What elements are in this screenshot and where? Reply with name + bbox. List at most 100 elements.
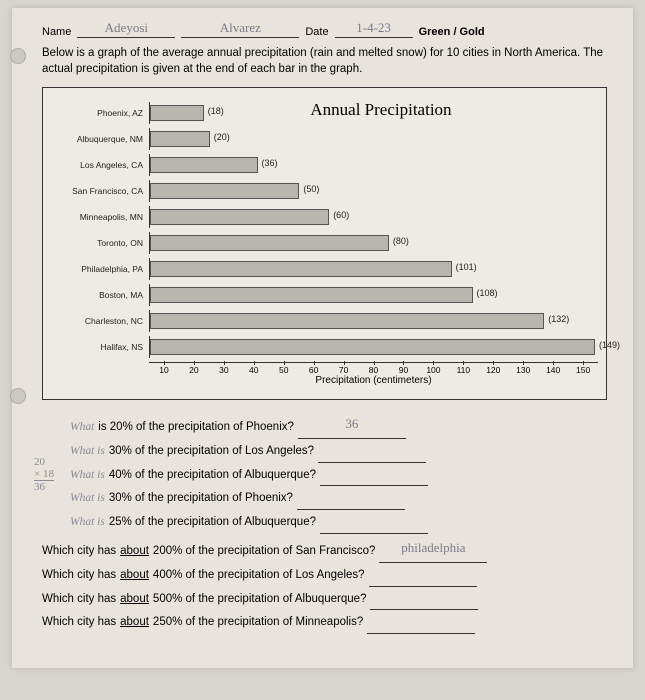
tick-row: 102030405060708090100110120130140150 (149, 363, 598, 373)
bar-row: San Francisco, CA (50) (51, 180, 598, 202)
bar-value-label: (18) (208, 106, 224, 116)
bar (150, 157, 258, 173)
question-text: 40% of the precipitation of Albuquerque? (109, 465, 316, 487)
bar (150, 131, 210, 147)
handwritten-prefix: What (70, 417, 94, 439)
question-text: 30% of the precipitation of Phoenix? (109, 488, 293, 510)
chart: Annual Precipitation Phoenix, AZ(18)Albu… (42, 87, 607, 400)
x-tick: 40 (239, 365, 269, 375)
x-tick: 70 (329, 365, 359, 375)
x-tick: 20 (179, 365, 209, 375)
bar-value-label: (36) (262, 158, 278, 168)
bar-value-label: (50) (303, 184, 319, 194)
questions: What is 20% of the precipitation of Phoe… (42, 412, 615, 634)
bar-city-label: Los Angeles, CA (51, 160, 149, 170)
answer-blank[interactable] (367, 632, 475, 634)
bar-track: (132) (149, 310, 598, 332)
handwritten-prefix: What is (70, 512, 105, 534)
bar-row: Boston, MA (108) (51, 284, 598, 306)
question-text: 30% of the precipitation of Los Angeles? (109, 441, 314, 463)
worksheet-page: Name Adeyosi Alvarez Date 1-4-23 Green /… (12, 8, 633, 668)
answer-blank[interactable] (318, 461, 426, 463)
bar-value-label: (60) (333, 210, 349, 220)
bar-row: Halifax, NS(149) (51, 336, 598, 358)
bar-row: Toronto, ON(80) (51, 232, 598, 254)
question-row: What is 40% of the precipitation of Albu… (70, 465, 615, 487)
question-row: Which city has about 500% of the precipi… (42, 589, 615, 611)
x-axis-label: Precipitation (centimeters) (149, 375, 598, 386)
bar (150, 261, 452, 277)
question-text: Which city has (42, 612, 116, 634)
question-text: 400% of the precipitation of Los Angeles… (153, 565, 365, 587)
side-work: 20 × 18 36 (34, 456, 54, 493)
punch-hole (10, 388, 26, 404)
x-tick: 120 (478, 365, 508, 375)
bar-track: (80) (149, 232, 598, 254)
question-row: Which city has about 250% of the precipi… (42, 612, 615, 634)
answer-blank[interactable]: philadelphia (379, 536, 487, 563)
bar-value-label: (20) (214, 132, 230, 142)
question-row: Which city has about 200% of the precipi… (42, 536, 615, 563)
bar (150, 235, 389, 251)
bar (150, 313, 544, 329)
answer-blank[interactable] (370, 608, 478, 610)
bar-value-label: (149) (599, 340, 620, 350)
underlined-word: about (120, 541, 149, 563)
answer-blank[interactable] (320, 532, 428, 534)
x-tick: 50 (269, 365, 299, 375)
punch-hole (10, 48, 26, 64)
header-row: Name Adeyosi Alvarez Date 1-4-23 Green /… (42, 20, 615, 38)
bar-city-label: Minneapolis, MN (51, 212, 149, 222)
bar-track: (18) (149, 102, 598, 124)
name-value-2: Alvarez (181, 20, 299, 38)
bar-city-label: Philadelphia, PA (51, 264, 149, 274)
question-row: What is 20% of the precipitation of Phoe… (70, 412, 615, 439)
x-tick: 110 (448, 365, 478, 375)
question-text: Which city has (42, 589, 116, 611)
bar-value-label: (101) (456, 262, 477, 272)
bar-row: Philadelphia, PA (101) (51, 258, 598, 280)
bar-city-label: Boston, MA (51, 290, 149, 300)
bar-city-label: Charleston, NC (51, 316, 149, 326)
question-row: What is 30% of the precipitation of Los … (70, 441, 615, 463)
bar-row: Albuquerque, NM (20) (51, 128, 598, 150)
question-text: Which city has (42, 565, 116, 587)
answer-blank[interactable] (297, 508, 405, 510)
bar-track: (50) (149, 180, 598, 202)
bar-row: Los Angeles, CA (36) (51, 154, 598, 176)
bar-city-label: San Francisco, CA (51, 186, 149, 196)
bar-area: Phoenix, AZ(18) Albuquerque, NM (20) Los An… (51, 102, 598, 358)
bar-value-label: (108) (477, 288, 498, 298)
bar-track: (149) (149, 336, 598, 358)
side-work-l3: 36 (34, 481, 54, 493)
bar-track: (108) (149, 284, 598, 306)
side-work-l1: 20 (34, 456, 54, 468)
underlined-word: about (120, 612, 149, 634)
bar-row: Phoenix, AZ(18) (51, 102, 598, 124)
bar-value-label: (132) (548, 314, 569, 324)
question-text: 200% of the precipitation of San Francis… (153, 541, 375, 563)
intro-text: Below is a graph of the average annual p… (42, 46, 615, 77)
bar-track: (36) (149, 154, 598, 176)
question-text: 25% of the precipitation of Albuquerque? (109, 512, 316, 534)
bar (150, 339, 595, 355)
bar-track: (101) (149, 258, 598, 280)
answer-blank[interactable]: 36 (298, 412, 406, 439)
handwritten-prefix: What is (70, 465, 105, 487)
side-work-l2: × 18 (34, 468, 54, 481)
question-row: What is 30% of the precipitation of Phoe… (70, 488, 615, 510)
bar (150, 183, 299, 199)
bar-value-label: (80) (393, 236, 409, 246)
question-text: 250% of the precipitation of Minneapolis… (153, 612, 363, 634)
x-tick: 80 (359, 365, 389, 375)
underlined-word: about (120, 589, 149, 611)
x-tick: 140 (538, 365, 568, 375)
bar-city-label: Albuquerque, NM (51, 134, 149, 144)
bar-city-label: Halifax, NS (51, 342, 149, 352)
answer-blank[interactable] (369, 585, 477, 587)
answer-blank[interactable] (320, 484, 428, 486)
class-label: Green / Gold (419, 26, 485, 38)
bar (150, 209, 329, 225)
bar-row: Minneapolis, MN (60) (51, 206, 598, 228)
bar (150, 287, 473, 303)
